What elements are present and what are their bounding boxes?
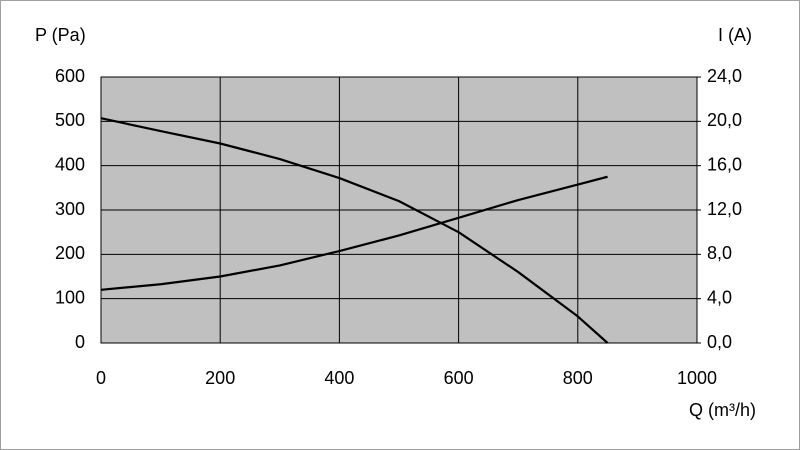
y-tick-label: 400	[55, 154, 85, 174]
x-tick-label: 1000	[677, 368, 717, 388]
x-tick-label: 200	[205, 368, 235, 388]
x-tick-label: 600	[444, 368, 474, 388]
y2-tick-label: 0,0	[707, 332, 732, 352]
y2-tick-label: 24,0	[707, 66, 742, 86]
y-tick-label: 300	[55, 199, 85, 219]
y-axis-title: P (Pa)	[35, 25, 86, 45]
y2-tick-label: 8,0	[707, 243, 732, 263]
plot-border	[100, 76, 698, 344]
y2-tick-label: 12,0	[707, 199, 742, 219]
x-tick-label: 800	[563, 368, 593, 388]
y-tick-label: 500	[55, 110, 85, 130]
y-tick-label: 200	[55, 243, 85, 263]
series-line	[100, 117, 609, 344]
x-tick-label: 0	[96, 368, 106, 388]
y-tick-label: 100	[55, 287, 85, 307]
y2-tick-label: 16,0	[707, 154, 742, 174]
y2-axis-title: I (A)	[718, 25, 752, 45]
y-tick-label: 600	[55, 66, 85, 86]
series-line	[100, 175, 608, 291]
y2-tick-label: 4,0	[707, 287, 732, 307]
x-tick-label: 400	[324, 368, 354, 388]
y-tick-label: 0	[75, 332, 85, 352]
y2-tick-label: 20,0	[707, 110, 742, 130]
x-axis-title: Q (m³/h)	[689, 400, 756, 420]
